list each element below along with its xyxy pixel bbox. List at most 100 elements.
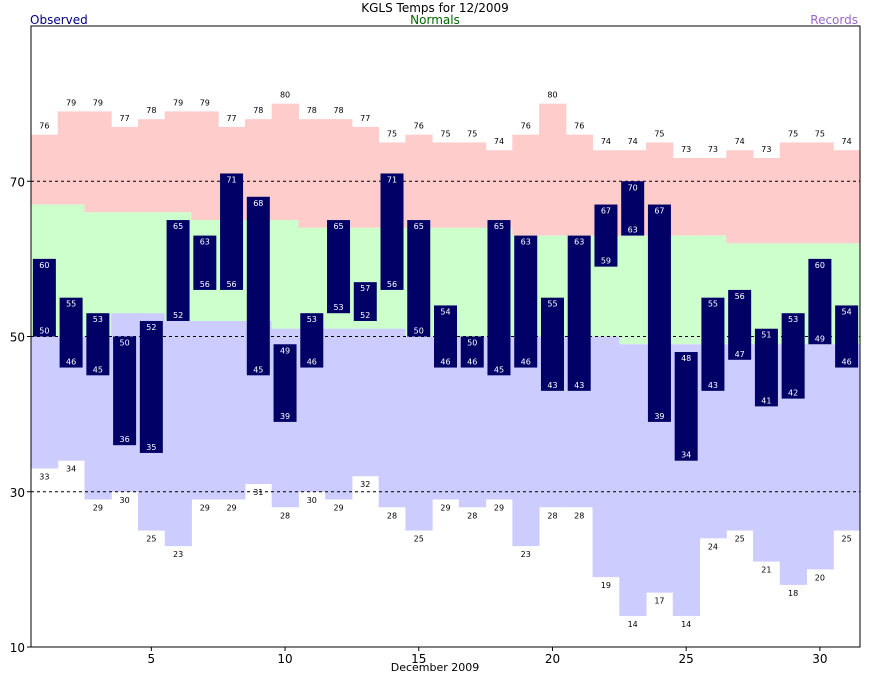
normal-band: [111, 212, 139, 314]
observed-high-label: 60: [815, 261, 825, 270]
observed-bar: [166, 220, 190, 321]
observed-low-label: 46: [521, 358, 531, 367]
record-high-label: 74: [842, 137, 852, 146]
observed-low-label: 50: [39, 327, 49, 336]
observed-low-label: 36: [120, 435, 130, 444]
observed-high-label: 51: [761, 331, 771, 340]
observed-high-label: 60: [39, 261, 49, 270]
record-high-label: 77: [360, 114, 370, 123]
observed-high-label: 67: [601, 207, 611, 216]
record-low-label: 14: [681, 620, 691, 629]
observed-bar: [808, 258, 832, 345]
record-high-label: 79: [93, 98, 103, 107]
record-low-band: [833, 344, 861, 531]
observed-bar: [327, 220, 351, 314]
observed-bar: [86, 313, 110, 376]
observed-bar: [113, 336, 137, 446]
observed-bar: [540, 297, 564, 391]
observed-bar: [353, 282, 377, 321]
record-high-label: 74: [628, 137, 638, 146]
record-low-label: 28: [467, 511, 477, 520]
observed-bar: [701, 297, 725, 391]
x-tick-label: 25: [679, 652, 694, 666]
record-high-band: [726, 150, 754, 244]
observed-low-label: 34: [681, 451, 691, 460]
observed-low-label: 46: [66, 358, 76, 367]
record-high-band: [485, 150, 513, 228]
observed-bar: [781, 313, 805, 399]
record-low-band: [351, 328, 380, 477]
record-high-label: 77: [120, 114, 130, 123]
record-low-label: 29: [494, 504, 504, 513]
record-high-band: [298, 119, 326, 228]
record-high-band: [779, 142, 808, 244]
record-low-band: [325, 328, 353, 500]
record-low-band: [218, 320, 246, 500]
record-low-label: 31: [253, 488, 263, 497]
observed-bar: [487, 220, 511, 376]
x-tick-label: 30: [812, 652, 827, 666]
normal-band: [298, 227, 326, 329]
observed-high-label: 55: [547, 300, 557, 309]
record-high-band: [191, 111, 219, 221]
normal-band: [137, 212, 166, 314]
record-low-band: [405, 336, 433, 531]
record-high-label: 75: [815, 129, 825, 138]
observed-low-label: 45: [253, 365, 263, 374]
observed-low-label: 41: [761, 396, 771, 405]
record-high-band: [806, 142, 834, 244]
record-high-band: [699, 157, 727, 236]
observed-bar: [674, 352, 698, 461]
observed-low-label: 56: [387, 280, 397, 289]
record-low-label: 29: [226, 504, 236, 513]
observed-bar: [567, 235, 591, 391]
record-high-label: 75: [788, 129, 798, 138]
normal-band: [672, 235, 701, 345]
record-low-band: [191, 320, 219, 500]
observed-low-label: 53: [333, 303, 343, 312]
observed-bar: [300, 313, 324, 368]
observed-low-label: 49: [815, 334, 825, 343]
observed-high-label: 50: [120, 339, 130, 348]
observed-high-label: 53: [788, 315, 798, 324]
record-low-band: [378, 328, 406, 508]
record-high-label: 79: [200, 98, 210, 107]
observed-bar: [193, 235, 217, 290]
record-high-band: [458, 142, 487, 228]
observed-low-label: 46: [842, 358, 852, 367]
record-low-label: 17: [654, 597, 664, 606]
observed-high-label: 50: [467, 339, 477, 348]
observed-bar: [380, 173, 404, 290]
observed-low-label: 46: [440, 358, 450, 367]
record-high-label: 76: [521, 122, 531, 131]
record-high-label: 75: [467, 129, 477, 138]
record-high-band: [325, 119, 353, 228]
observed-bar: [434, 305, 457, 368]
observed-low-label: 56: [226, 280, 236, 289]
observed-high-label: 57: [360, 284, 370, 293]
observed-high-label: 63: [574, 238, 584, 247]
observed-bar: [246, 196, 270, 376]
record-high-band: [753, 157, 781, 244]
record-low-band: [31, 336, 59, 469]
observed-bar: [59, 297, 83, 368]
normal-band: [619, 235, 647, 345]
observed-high-label: 67: [654, 207, 664, 216]
y-tick-label: 50: [10, 331, 25, 345]
record-high-label: 80: [547, 91, 557, 100]
x-axis-label: December 2009: [390, 661, 480, 674]
observed-high-label: 54: [842, 307, 852, 316]
record-low-label: 28: [547, 511, 557, 520]
legend-normals: Normals: [410, 13, 460, 27]
observed-low-label: 39: [280, 412, 290, 421]
observed-high-label: 63: [521, 238, 531, 247]
observed-bar: [407, 220, 431, 337]
record-low-label: 34: [66, 465, 76, 474]
record-low-label: 25: [146, 535, 156, 544]
observed-low-label: 50: [414, 327, 424, 336]
record-high-band: [351, 126, 380, 228]
record-high-label: 75: [387, 129, 397, 138]
observed-high-label: 63: [200, 238, 210, 247]
record-low-label: 29: [333, 504, 343, 513]
record-low-label: 19: [601, 581, 611, 590]
